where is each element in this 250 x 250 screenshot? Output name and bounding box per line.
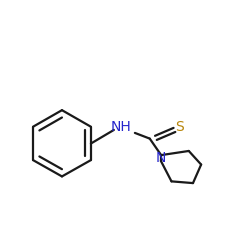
Text: NH: NH bbox=[111, 120, 132, 134]
Text: S: S bbox=[175, 120, 184, 134]
Text: N: N bbox=[156, 151, 166, 165]
